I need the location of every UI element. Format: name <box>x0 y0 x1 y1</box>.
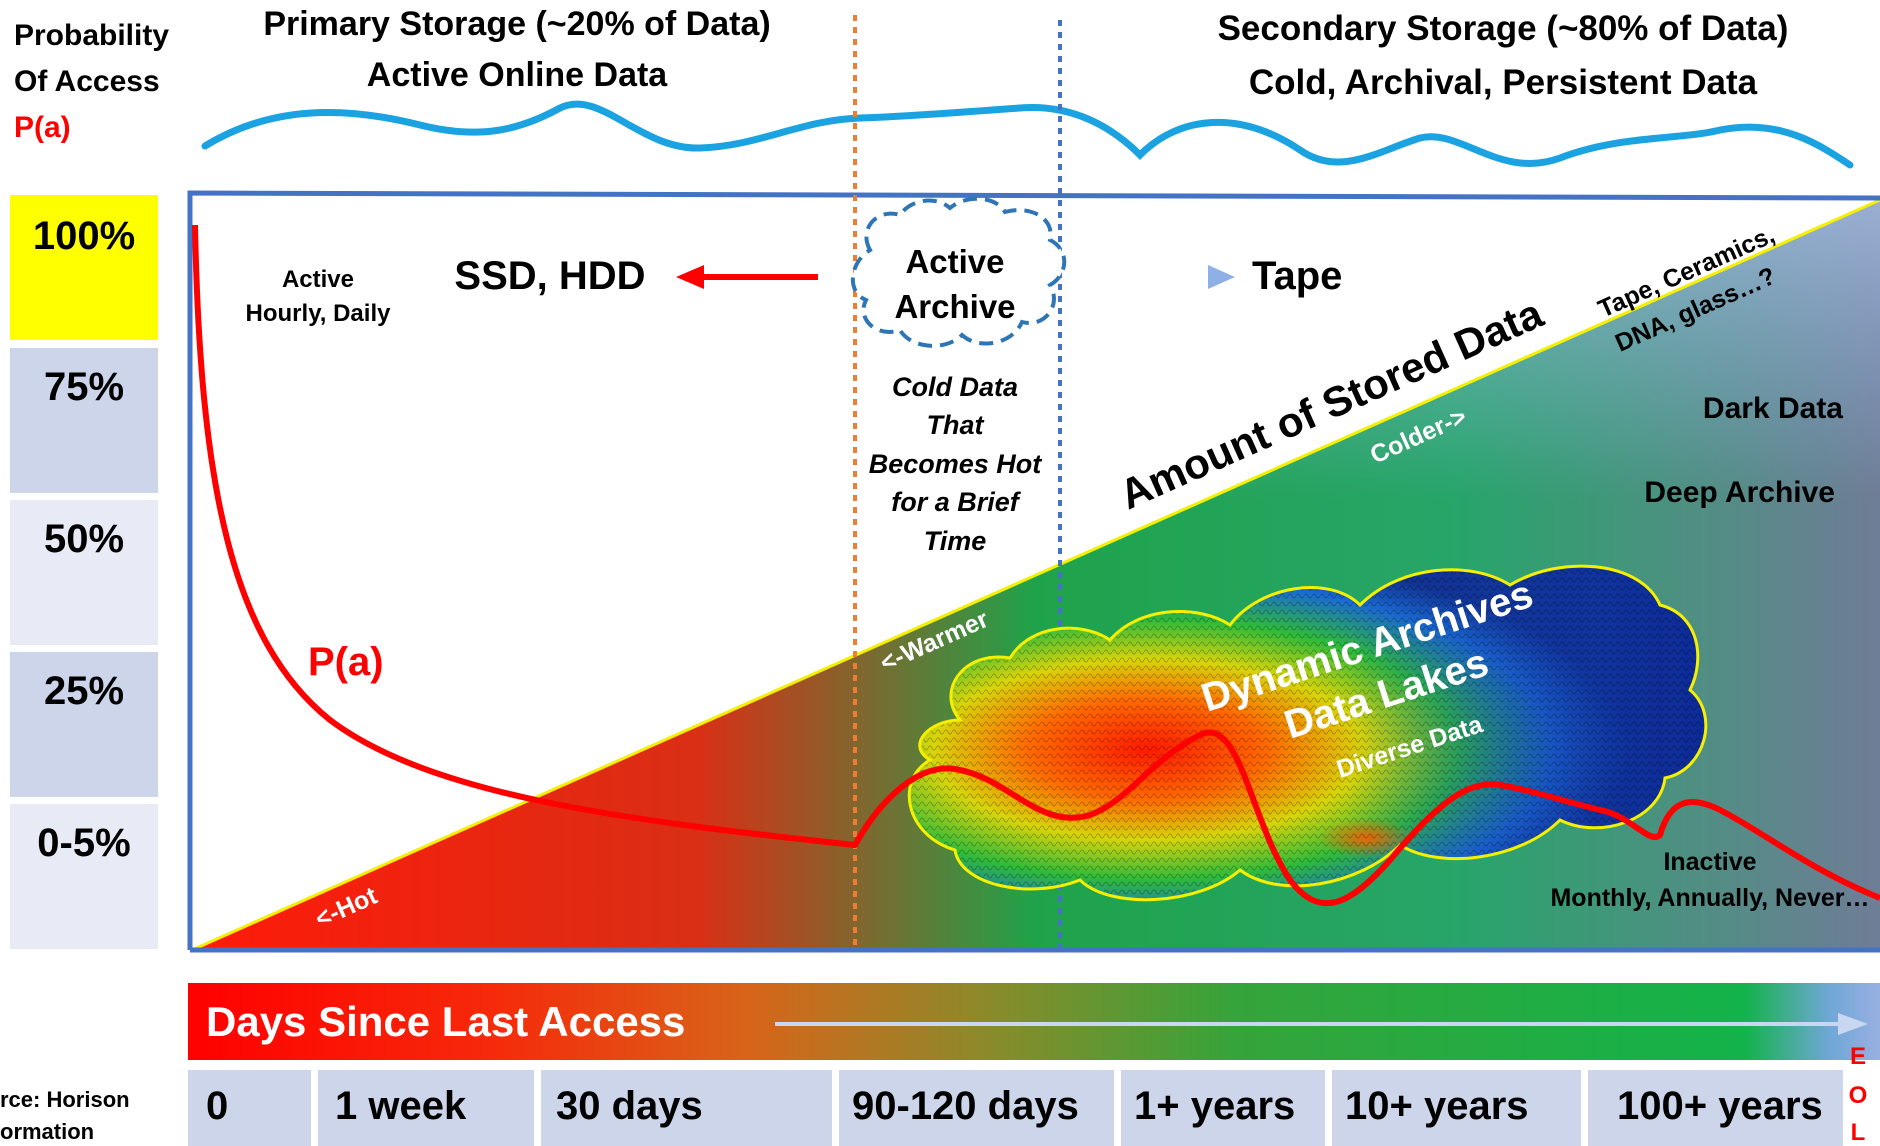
cold-data-line1: Cold Data <box>892 372 1018 402</box>
cold-data-line2: That <box>927 410 985 440</box>
active-archive-line1: Active <box>905 243 1004 280</box>
timeline-label-100-years: 100+ years <box>1617 1084 1823 1128</box>
timeline-cells <box>188 1070 1843 1146</box>
cold-data-line5: Time <box>924 526 987 556</box>
active-archive-cloud <box>850 196 1067 348</box>
timeline-label-0: 0 <box>206 1084 228 1128</box>
ssd-hdd-label: SSD, HDD <box>454 254 645 298</box>
arrow-to-tape-head <box>1208 265 1235 289</box>
ramp-edge <box>191 198 1880 952</box>
timeline-cell <box>1121 1070 1325 1146</box>
primary-storage-subtitle: Active Online Data <box>367 56 669 94</box>
timeline-label-10-years: 10+ years <box>1345 1084 1529 1128</box>
eol-letter-e: E <box>1850 1043 1866 1070</box>
scale-label-50: 50% <box>44 517 124 561</box>
scale-cell-0-5 <box>10 804 158 949</box>
probability-scale: 100% 75% 50% 25% 0-5% <box>10 195 158 949</box>
deep-archive-label: Deep Archive <box>1644 476 1835 509</box>
secondary-storage-subtitle: Cold, Archival, Persistent Data <box>1249 63 1758 102</box>
cloud-outline <box>907 564 1708 902</box>
probability-label-line2: Of Access <box>14 65 160 98</box>
timeline-cell <box>839 1070 1114 1146</box>
primary-storage-title: Primary Storage (~20% of Data) <box>263 5 770 43</box>
main-diagram: Active Hourly, Daily SSD, HDD Active Arc… <box>187 15 1880 953</box>
cold-data-line4: for a Brief <box>891 487 1022 517</box>
footer: Days Since Last Access 0 1 week 30 days … <box>0 983 1880 1146</box>
source-line1: rce: Horison <box>0 1087 130 1112</box>
probability-curve-label: P(a) <box>308 640 384 684</box>
timeline-label-1-week: 1 week <box>335 1084 467 1128</box>
timeline-label-1-years: 1+ years <box>1134 1084 1295 1128</box>
inactive-frequency-label: Monthly, Annually, Never… <box>1550 884 1869 912</box>
timeline-cell <box>318 1070 534 1146</box>
active-archive-line2: Archive <box>894 288 1015 325</box>
header: Probability Of Access P(a) Primary Stora… <box>14 5 1854 169</box>
dark-data-label: Dark Data <box>1703 392 1843 425</box>
scale-cell-50 <box>10 500 158 645</box>
wave-line <box>201 100 1854 169</box>
cold-data-line3: Becomes Hot <box>869 449 1043 479</box>
scale-label-100: 100% <box>33 214 135 258</box>
diagram-frame <box>187 190 1880 953</box>
cold-data-note: Cold Data That Becomes Hot for a Brief T… <box>869 372 1043 556</box>
timeline-label-90-120-days: 90-120 days <box>852 1084 1079 1128</box>
scale-cell-75 <box>10 348 158 493</box>
scale-label-75: 75% <box>44 365 124 409</box>
dynamic-archives-cloud: Dynamic Archives Data Lakes Diverse Data <box>907 564 1708 902</box>
days-since-bar <box>188 983 1880 1060</box>
probability-label-line1: Probability <box>14 19 169 52</box>
scale-cell-100 <box>10 195 158 340</box>
timeline-cell <box>541 1070 832 1146</box>
eol-letter-l: L <box>1851 1119 1866 1146</box>
timeline-cell <box>1332 1070 1581 1146</box>
probability-symbol: P(a) <box>14 111 71 144</box>
timeline-label-30-days: 30 days <box>556 1084 703 1128</box>
timeline-cell <box>188 1070 311 1146</box>
scale-cell-25 <box>10 652 158 797</box>
secondary-storage-title: Secondary Storage (~80% of Data) <box>1218 9 1789 48</box>
probability-of-access-curve <box>192 224 1880 907</box>
active-label: Active <box>282 266 354 293</box>
scale-label-25: 25% <box>44 669 124 713</box>
timeline-cell <box>1588 1070 1843 1146</box>
inactive-label: Inactive <box>1663 848 1756 876</box>
scale-label-0-5: 0-5% <box>37 821 130 865</box>
active-frequency-label: Hourly, Daily <box>246 300 392 327</box>
arrow-to-ssd-hdd-head <box>676 265 704 289</box>
days-since-label: Days Since Last Access <box>206 998 685 1045</box>
tape-label: Tape <box>1252 254 1342 298</box>
eol-letter-o: O <box>1849 1082 1868 1109</box>
source-line2: ormation <box>0 1119 94 1144</box>
timeline-arrow-head <box>1838 1013 1868 1035</box>
